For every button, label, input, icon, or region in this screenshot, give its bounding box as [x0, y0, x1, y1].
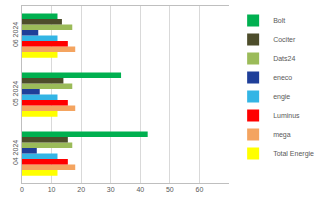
svg-text:Dats24: Dats24 — [273, 55, 295, 62]
svg-text:06 2024: 06 2024 — [12, 22, 19, 47]
svg-text:60: 60 — [196, 186, 204, 193]
svg-text:10: 10 — [48, 186, 56, 193]
svg-text:Cociter: Cociter — [273, 36, 296, 43]
svg-text:Luminus: Luminus — [273, 112, 300, 119]
svg-text:Total Energie: Total Energie — [273, 150, 314, 158]
svg-text:Bolt: Bolt — [273, 17, 285, 24]
svg-text:engie: engie — [273, 93, 290, 101]
svg-text:30: 30 — [107, 186, 115, 193]
svg-text:eneco: eneco — [273, 74, 292, 81]
svg-text:40: 40 — [136, 186, 144, 193]
svg-text:mega: mega — [273, 131, 291, 139]
svg-text:0: 0 — [20, 186, 24, 193]
svg-text:20: 20 — [77, 186, 85, 193]
svg-text:05 2024: 05 2024 — [12, 81, 19, 106]
svg-text:04 2024: 04 2024 — [12, 140, 19, 165]
svg-text:50: 50 — [166, 186, 174, 193]
